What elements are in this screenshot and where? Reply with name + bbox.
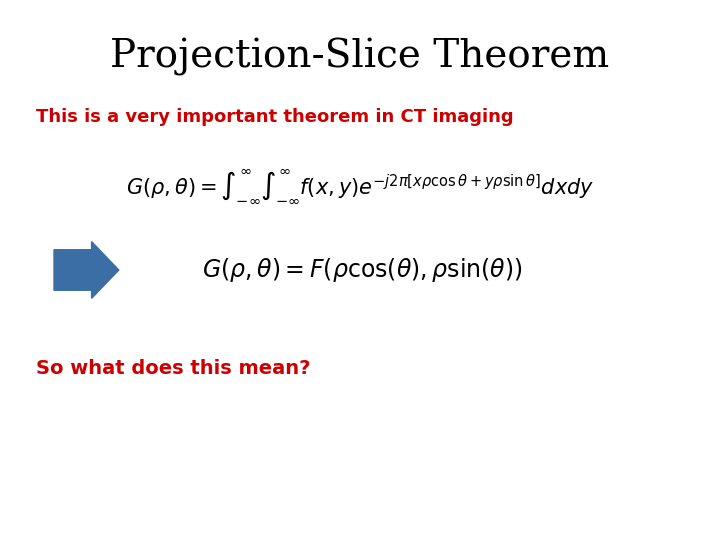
FancyArrow shape: [54, 241, 119, 298]
Text: This is a very important theorem in CT imaging: This is a very important theorem in CT i…: [36, 108, 513, 126]
Text: Projection-Slice Theorem: Projection-Slice Theorem: [110, 38, 610, 76]
Text: So what does this mean?: So what does this mean?: [36, 359, 310, 378]
Text: $G(\rho,\theta) = F(\rho\cos(\theta), \rho\sin(\theta))$: $G(\rho,\theta) = F(\rho\cos(\theta), \r…: [202, 256, 522, 284]
Text: $G(\rho,\theta) = \int_{-\infty}^{\infty}\int_{-\infty}^{\infty} f(x,y)e^{-j2\pi: $G(\rho,\theta) = \int_{-\infty}^{\infty…: [126, 167, 594, 205]
